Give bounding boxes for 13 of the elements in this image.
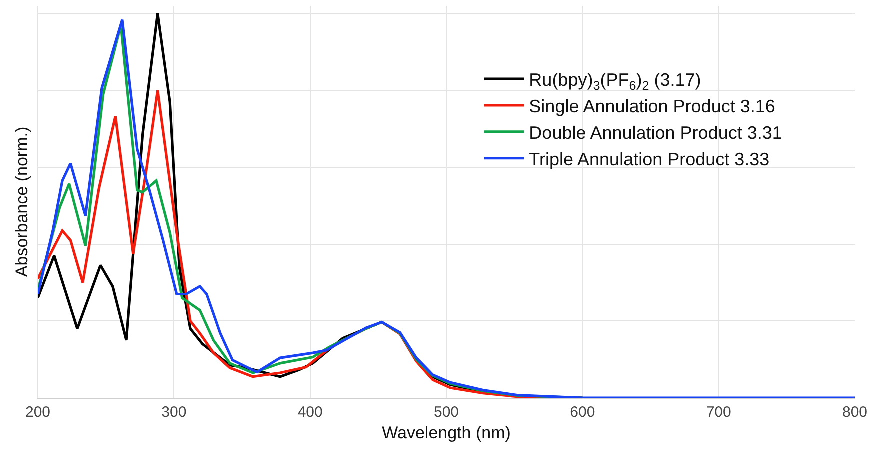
legend-label: Triple Annulation Product 3.33 xyxy=(529,149,770,170)
x-tick-label: 400 xyxy=(298,404,323,421)
legend-label: Ru(bpy)$_{3}$(PF$_{6}$)$_{2}$ (3.17) xyxy=(529,70,702,93)
x-axis-title: Wavelength (nm) xyxy=(382,423,511,442)
legend-label: Double Annulation Product 3.31 xyxy=(529,122,782,143)
x-tick-label: 700 xyxy=(706,404,732,421)
x-tick-label: 300 xyxy=(162,404,187,421)
x-tick-label: 600 xyxy=(570,404,596,421)
x-tick-label: 200 xyxy=(25,404,51,421)
legend-label: Single Annulation Product 3.16 xyxy=(529,96,776,116)
y-axis-title: Absorbance (norm.) xyxy=(12,126,32,278)
x-tick-label: 800 xyxy=(842,404,868,421)
x-tick-label: 500 xyxy=(434,404,460,421)
